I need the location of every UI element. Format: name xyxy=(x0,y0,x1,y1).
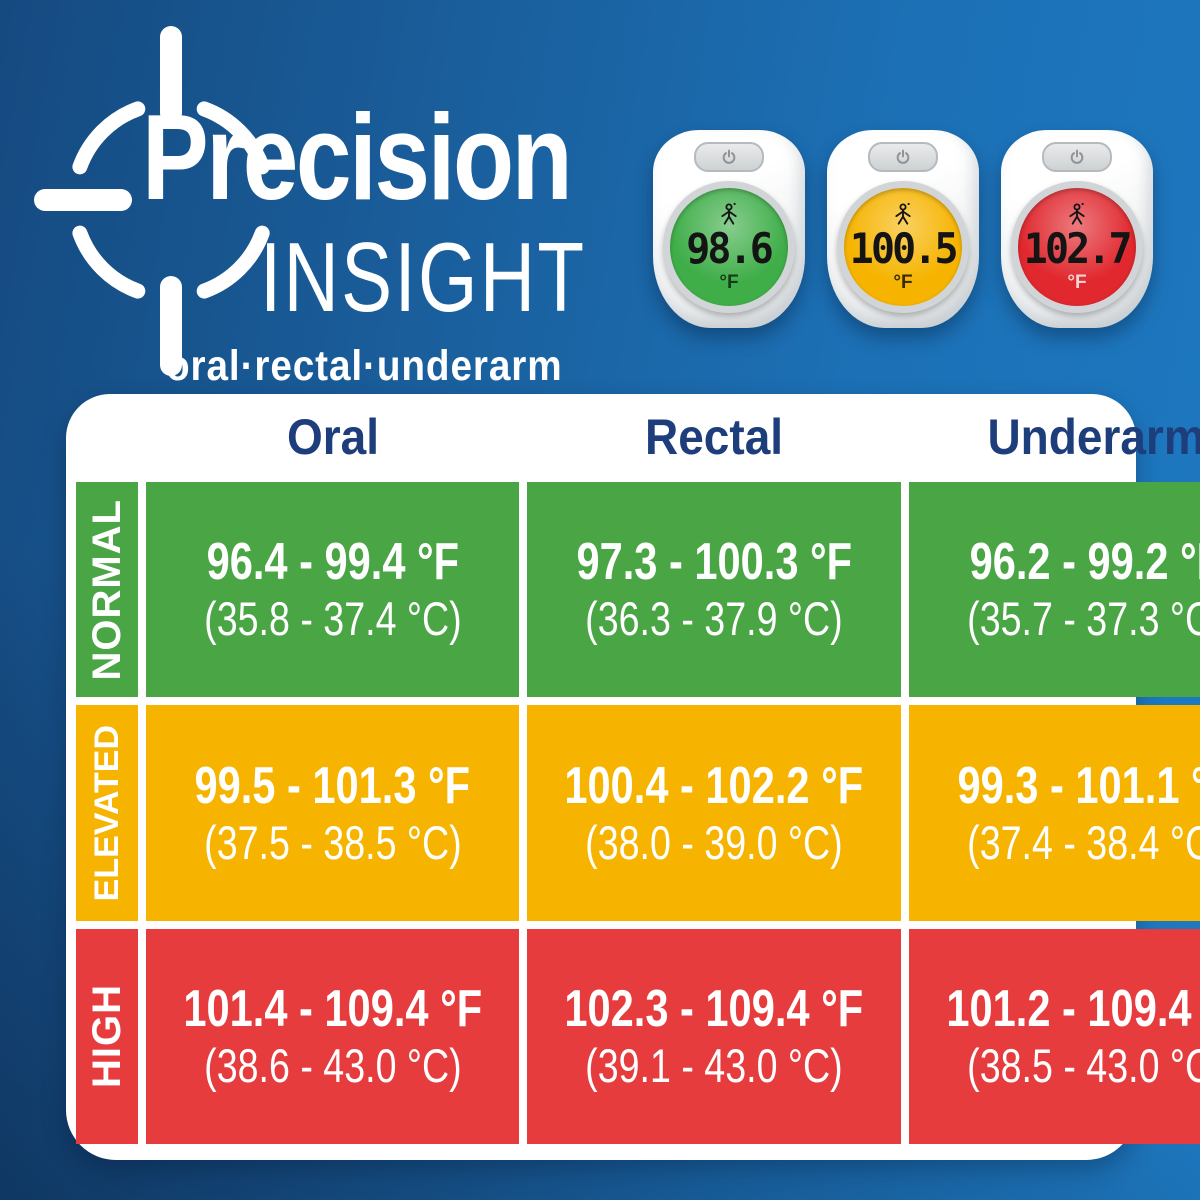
row-label-high: HIGH xyxy=(84,984,129,1089)
lcd-display: 102.7 °F xyxy=(1011,181,1143,313)
power-button xyxy=(1042,142,1112,172)
temperature-unit: °F xyxy=(1067,272,1087,293)
temperature-reading: 102.7 xyxy=(1024,224,1133,273)
cell-elevated-oral: 99.5 - 101.3 °F (37.5 - 38.5 °C) xyxy=(146,705,520,921)
thermometer-high: 102.7 °F xyxy=(1001,130,1153,328)
power-icon xyxy=(722,149,736,164)
cell-high-underarm: 101.2 - 109.4 °F (38.5 - 43.0 °C) xyxy=(908,928,1200,1144)
fahrenheit-range: 96.4 - 99.4 °F xyxy=(206,533,459,592)
cell-elevated-rectal: 100.4 - 102.2 °F (38.0 - 39.0 °C) xyxy=(527,705,901,921)
cell-normal-oral: 96.4 - 99.4 °F (35.8 - 37.4 °C) xyxy=(146,482,520,698)
cell-high-oral: 101.4 - 109.4 °F (38.6 - 43.0 °C) xyxy=(146,928,520,1144)
fahrenheit-range: 97.3 - 100.3 °F xyxy=(576,533,853,592)
logo-tagline: oral·rectal·underarm xyxy=(166,342,563,390)
power-icon xyxy=(1070,149,1084,164)
temperature-unit: °F xyxy=(893,272,913,293)
celsius-range: (37.4 - 38.4 °C) xyxy=(966,815,1200,869)
row-header-elevated: ELEVATED xyxy=(76,705,138,921)
cell-normal-rectal: 97.3 - 100.3 °F (36.3 - 37.9 °C) xyxy=(527,482,901,698)
fahrenheit-range: 101.4 - 109.4 °F xyxy=(183,979,483,1038)
col-header-underarm-label: Underarm xyxy=(987,409,1200,465)
celsius-range: (39.1 - 43.0 °C) xyxy=(585,1039,843,1093)
fahrenheit-range: 101.2 - 109.4 °F xyxy=(946,979,1200,1038)
row-label-normal: NORMAL xyxy=(84,498,129,681)
celsius-range: (38.5 - 43.0 °C) xyxy=(966,1039,1200,1093)
cell-high-rectal: 102.3 - 109.4 °F (39.1 - 43.0 °C) xyxy=(527,928,901,1144)
row-header-normal: NORMAL xyxy=(76,482,138,698)
celsius-range: (37.5 - 38.5 °C) xyxy=(204,815,462,869)
thermometer-elevated: 100.5 °F xyxy=(827,130,979,328)
temperature-unit: °F xyxy=(719,272,739,293)
power-icon xyxy=(896,149,910,164)
row-label-elevated: ELEVATED xyxy=(87,724,126,902)
lcd-display: 98.6 °F xyxy=(663,181,795,313)
person-figure-icon xyxy=(1069,202,1085,225)
celsius-range: (35.8 - 37.4 °C) xyxy=(204,592,462,646)
col-header-underarm: Underarm xyxy=(909,400,1200,474)
crosshair-icon xyxy=(34,26,270,376)
logo-subtitle: INSIGHT xyxy=(260,222,587,332)
thermometer-normal: 98.6 °F xyxy=(653,130,805,328)
fahrenheit-range: 102.3 - 109.4 °F xyxy=(564,979,864,1038)
logo-title: Precision xyxy=(142,89,573,225)
celsius-range: (35.7 - 37.3 °C) xyxy=(966,592,1200,646)
fahrenheit-range: 100.4 - 102.2 °F xyxy=(564,756,864,815)
col-header-rectal-label: Rectal xyxy=(645,409,784,465)
cell-normal-underarm: 96.2 - 99.2 °F (35.7 - 37.3 °C) xyxy=(908,482,1200,698)
thermometer-group: 98.6 °F 100.5 °F xyxy=(653,130,1153,328)
power-button xyxy=(694,142,764,172)
lcd-display: 100.5 °F xyxy=(837,181,969,313)
temperature-table-grid: Oral Rectal Underarm NORMAL 96.4 - 99.4 … xyxy=(76,400,1200,1144)
table-corner-cell xyxy=(76,400,138,474)
person-figure-icon xyxy=(895,202,911,225)
fahrenheit-range: 99.3 - 101.1 °F xyxy=(957,756,1200,815)
power-button xyxy=(868,142,938,172)
celsius-range: (38.6 - 43.0 °C) xyxy=(204,1039,462,1093)
person-figure-icon xyxy=(721,202,737,225)
temperature-reading: 100.5 xyxy=(850,224,959,273)
celsius-range: (36.3 - 37.9 °C) xyxy=(585,592,843,646)
col-header-oral-label: Oral xyxy=(286,409,379,465)
logo: Precision INSIGHT oral·rectal·underarm xyxy=(142,96,678,391)
fahrenheit-range: 99.5 - 101.3 °F xyxy=(194,756,471,815)
temperature-reading: 98.6 xyxy=(686,224,775,273)
cell-elevated-underarm: 99.3 - 101.1 °F (37.4 - 38.4 °C) xyxy=(908,705,1200,921)
col-header-oral: Oral xyxy=(146,400,519,474)
col-header-rectal: Rectal xyxy=(527,400,900,474)
celsius-range: (38.0 - 39.0 °C) xyxy=(585,815,843,869)
row-header-high: HIGH xyxy=(76,928,138,1144)
temperature-table: Oral Rectal Underarm NORMAL 96.4 - 99.4 … xyxy=(66,394,1200,1160)
fahrenheit-range: 96.2 - 99.2 °F xyxy=(969,533,1200,592)
